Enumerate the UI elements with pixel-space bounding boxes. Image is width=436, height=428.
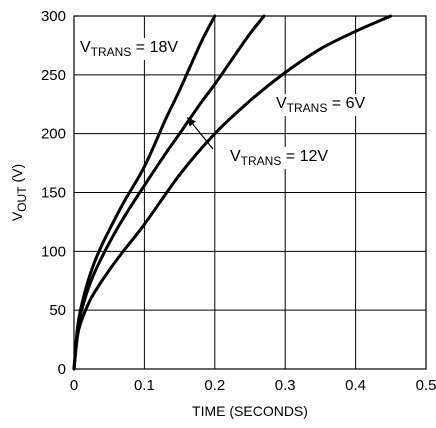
annotation-vtrans-18v: VTRANS = 18V — [80, 39, 178, 59]
plot-frame — [73, 15, 427, 370]
series-line-v-trans-6v — [72, 14, 393, 371]
x-tick-label: 0.1 — [134, 377, 155, 394]
annotation-12v-background — [227, 147, 332, 169]
series-line-v-trans-12v — [72, 14, 266, 371]
x-tick-label: 0.3 — [275, 377, 296, 394]
annotation-vtrans-6v: VTRANS = 6V — [276, 95, 365, 115]
svg-text:VOUT (V): VOUT (V) — [9, 164, 29, 221]
annotation-12v-arrowhead — [187, 117, 196, 127]
y-tick-label: 300 — [41, 8, 66, 25]
y-tick-label: 250 — [41, 67, 66, 84]
y-tick-label: 50 — [49, 302, 66, 319]
annotation-12v-value: = 12V — [281, 148, 328, 165]
y-axis-title-main: V — [9, 211, 25, 221]
annotation-12v-subscript: TRANS — [241, 154, 282, 168]
y-tick-label: 0 — [58, 361, 66, 378]
series-group — [72, 14, 393, 371]
annotation-6v-subscript: TRANS — [287, 101, 328, 115]
annotation-18v-main: V — [80, 39, 91, 56]
annotation-6v-value: = 6V — [327, 95, 365, 112]
x-tick-label: 0.5 — [416, 377, 436, 394]
x-tick-label: 0.2 — [204, 377, 225, 394]
annotation-12v-arrow — [192, 123, 214, 150]
annotation-6v-main: V — [276, 95, 287, 112]
tick-labels: 0 0.1 0.2 0.3 0.4 0.5 0 50 100 150 200 250 300 — [41, 8, 436, 394]
y-axis-title-subscript: OUT — [15, 186, 29, 212]
x-tick-label: 0.4 — [345, 377, 366, 394]
annotation-12v-main: V — [230, 148, 241, 165]
annotation-6v-background — [273, 94, 369, 116]
y-tick-label: 200 — [41, 126, 66, 143]
y-axis-title-unit: (V) — [9, 164, 25, 187]
annotation-18v-subscript: TRANS — [91, 45, 132, 59]
annotations: VTRANS = 18V VTRANS = 6V VTRANS = 12V — [77, 38, 369, 169]
annotation-18v-value: = 18V — [131, 39, 178, 56]
annotation-vtrans-12v: VTRANS = 12V — [230, 148, 328, 168]
annotation-18v-background — [77, 38, 182, 60]
x-axis-title: TIME (SECONDS) — [192, 403, 308, 419]
y-axis-title: VOUT (V) — [9, 164, 29, 221]
x-tick-label: 0 — [70, 377, 78, 394]
y-tick-label: 150 — [41, 185, 66, 202]
y-tick-label: 100 — [41, 243, 66, 260]
grid — [73, 15, 427, 370]
